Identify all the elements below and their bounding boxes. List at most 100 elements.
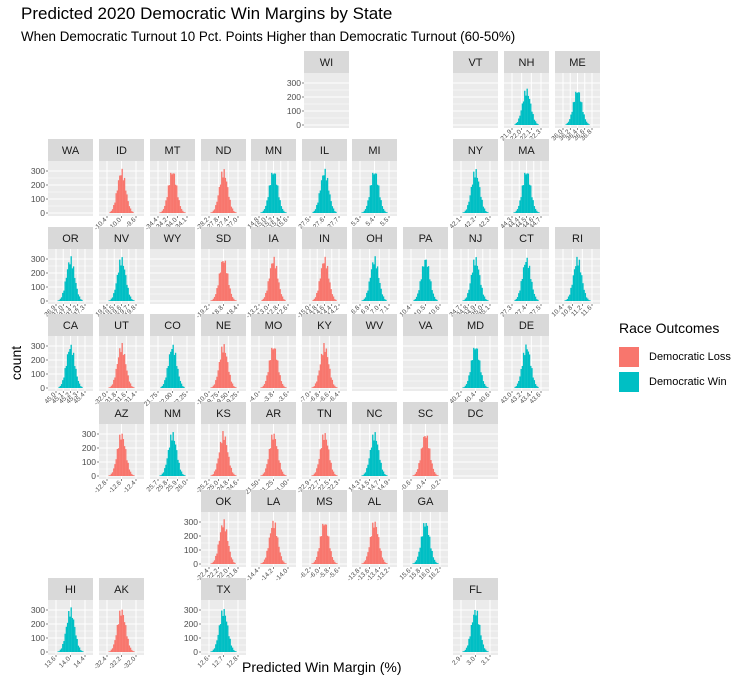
histogram-bar <box>173 440 176 476</box>
histogram-bar <box>271 263 273 301</box>
histogram-bar <box>221 261 223 301</box>
legend-label-loss: Democratic Loss <box>649 350 731 363</box>
histogram-bar <box>425 259 427 301</box>
histogram-bar <box>63 290 65 301</box>
facet-strip <box>453 51 498 73</box>
histogram-bar <box>417 293 419 301</box>
histogram-bar <box>583 114 585 125</box>
histogram-bar <box>160 475 162 476</box>
facet-label: RI <box>572 233 583 245</box>
facet-strip <box>302 314 347 336</box>
histogram-bar <box>177 197 179 213</box>
histogram-bar <box>370 269 373 301</box>
histogram-bar <box>524 172 526 213</box>
histogram-bar <box>263 297 266 301</box>
histogram-bar <box>114 289 116 301</box>
histogram-bar <box>477 269 480 301</box>
histogram-bar <box>117 272 120 301</box>
y-tick-label: 100 <box>31 282 45 292</box>
histogram-bar <box>171 174 173 213</box>
histogram-bar <box>471 272 474 301</box>
histogram-bar <box>180 383 183 388</box>
histogram-bar <box>80 650 82 652</box>
histogram-bar <box>129 647 132 652</box>
histogram-bar <box>217 634 219 652</box>
histogram-bar <box>436 563 438 564</box>
x-tick-label: -32.4 <box>93 655 109 671</box>
histogram-bar <box>180 471 183 476</box>
histogram-bar <box>329 282 331 301</box>
histogram-bar <box>521 103 524 125</box>
histogram-bar <box>280 556 283 564</box>
histogram-bar <box>66 622 69 652</box>
histogram-bar <box>427 535 430 564</box>
histogram-bar <box>273 256 275 301</box>
histogram-bar <box>533 380 536 388</box>
histogram-bar <box>223 609 225 652</box>
facet-strip <box>251 402 296 424</box>
facet-label: TX <box>216 584 231 596</box>
histogram-bar <box>228 545 230 564</box>
histogram-bar <box>116 190 119 213</box>
histogram-bar <box>279 552 281 564</box>
histogram-bar <box>332 208 335 213</box>
legend-key-loss <box>619 346 639 367</box>
histogram-bar <box>109 211 111 213</box>
histogram-bar <box>328 449 330 476</box>
histogram-bar <box>588 124 590 125</box>
histogram-bar <box>569 294 571 301</box>
histogram-bar <box>578 259 581 301</box>
histogram-bar <box>528 265 531 301</box>
facet-label: OR <box>62 233 79 245</box>
facet-strip <box>99 578 144 600</box>
histogram-bar <box>573 269 576 301</box>
histogram-bar <box>417 556 419 564</box>
histogram-bar <box>125 625 127 652</box>
histogram-bar <box>330 201 332 213</box>
facet-strip <box>304 51 349 73</box>
histogram-bar <box>526 173 528 213</box>
histogram-bar <box>386 212 388 213</box>
histogram-bar <box>379 197 381 213</box>
histogram-bar <box>527 95 530 125</box>
facet-strip <box>504 314 549 336</box>
histogram-bar <box>227 187 229 213</box>
histogram-bar <box>566 299 569 301</box>
histogram-bar <box>311 563 313 564</box>
histogram-bar <box>231 297 234 301</box>
histogram-bar <box>415 471 418 476</box>
histogram-bar <box>213 209 216 213</box>
y-tick-label: 100 <box>184 633 198 643</box>
histogram-bar <box>363 561 366 564</box>
histogram-bar <box>527 351 530 388</box>
histogram-bar <box>534 296 537 301</box>
histogram-bar <box>229 374 231 388</box>
histogram-bar <box>366 468 368 476</box>
histogram-bar <box>471 184 474 213</box>
histogram-bar <box>216 376 218 388</box>
histogram-bar <box>426 435 429 476</box>
histogram-bar <box>468 375 470 388</box>
histogram-bar <box>370 536 373 564</box>
histogram-bar <box>168 447 171 476</box>
histogram-bar <box>335 475 337 476</box>
histogram-bar <box>567 296 570 301</box>
histogram-bar <box>173 354 176 388</box>
histogram-bar <box>326 265 329 301</box>
histogram-bar <box>474 349 476 388</box>
histogram-bar <box>335 211 337 213</box>
histogram-bar <box>221 525 223 564</box>
histogram-bar <box>233 562 235 564</box>
histogram-bar <box>530 103 532 125</box>
histogram-bar <box>122 265 125 301</box>
x-tick-label: 5.4 <box>365 216 377 228</box>
histogram-bar <box>469 372 471 388</box>
histogram-bar <box>162 209 165 213</box>
y-tick-label: 0 <box>193 647 198 657</box>
histogram-bar <box>413 475 415 476</box>
histogram-bar <box>275 265 278 301</box>
histogram-bar <box>381 557 384 564</box>
histogram-bar <box>423 436 425 476</box>
facet-panel <box>304 73 349 128</box>
